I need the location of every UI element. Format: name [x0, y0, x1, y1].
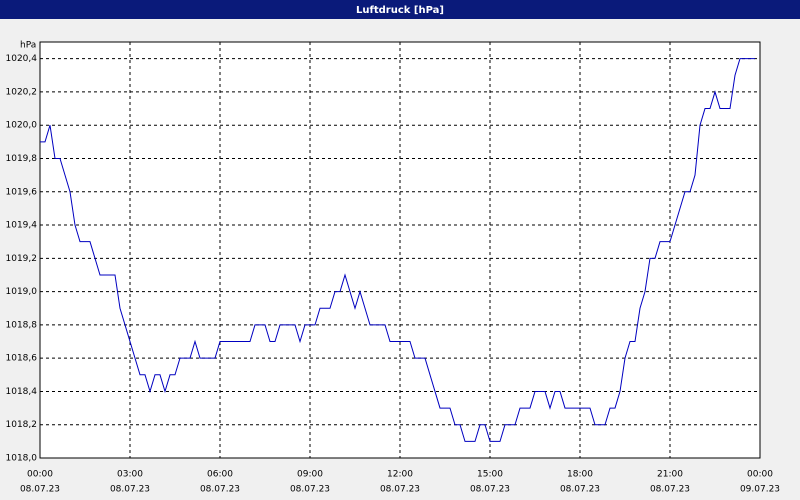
x-tick-label: 09:00: [297, 470, 323, 480]
y-tick-label: 1019,2: [6, 254, 38, 264]
y-tick-label: 1019,6: [6, 187, 38, 197]
x-tick-date: 08.07.23: [290, 485, 330, 495]
data-line: [40, 58, 755, 442]
y-tick-label: 1018,4: [6, 387, 38, 397]
y-tick-label: 1018,6: [6, 354, 38, 364]
x-tick-date: 08.07.23: [470, 485, 510, 495]
x-tick-label: 03:00: [117, 470, 143, 480]
x-tick-date: 09.07.23: [740, 485, 780, 495]
x-tick-label: 21:00: [657, 470, 683, 480]
x-tick-date: 08.07.23: [650, 485, 690, 495]
y-unit: hPa: [20, 41, 36, 51]
title-bar: [0, 0, 800, 19]
x-tick-date: 08.07.23: [380, 485, 420, 495]
y-tick-label: 1020,2: [6, 87, 38, 97]
y-tick-label: 1020,0: [6, 121, 38, 131]
x-tick-label: 15:00: [477, 470, 503, 480]
y-tick-label: 1019,8: [6, 154, 38, 164]
plot-area: [39, 41, 761, 459]
x-tick-label: 00:00: [27, 470, 53, 480]
y-tick-label: 1019,0: [6, 287, 38, 297]
y-tick-label: 1018,8: [6, 320, 38, 330]
y-tick-label: 1018,0: [6, 454, 38, 464]
y-tick-label: 1018,2: [6, 420, 38, 430]
x-tick-date: 08.07.23: [560, 485, 600, 495]
chart-title: Luftdruck [hPa]: [356, 5, 444, 16]
x-tick-date: 08.07.23: [110, 485, 150, 495]
x-tick-label: 00:00: [747, 470, 773, 480]
y-tick-label: 1019,4: [6, 221, 38, 231]
x-tick-label: 18:00: [567, 470, 593, 480]
x-tick-date: 08.07.23: [20, 485, 60, 495]
x-tick-date: 08.07.23: [200, 485, 240, 495]
x-tick-label: 12:00: [387, 470, 413, 480]
x-tick-label: 06:00: [207, 470, 233, 480]
y-tick-label: 1020,4: [6, 54, 38, 64]
